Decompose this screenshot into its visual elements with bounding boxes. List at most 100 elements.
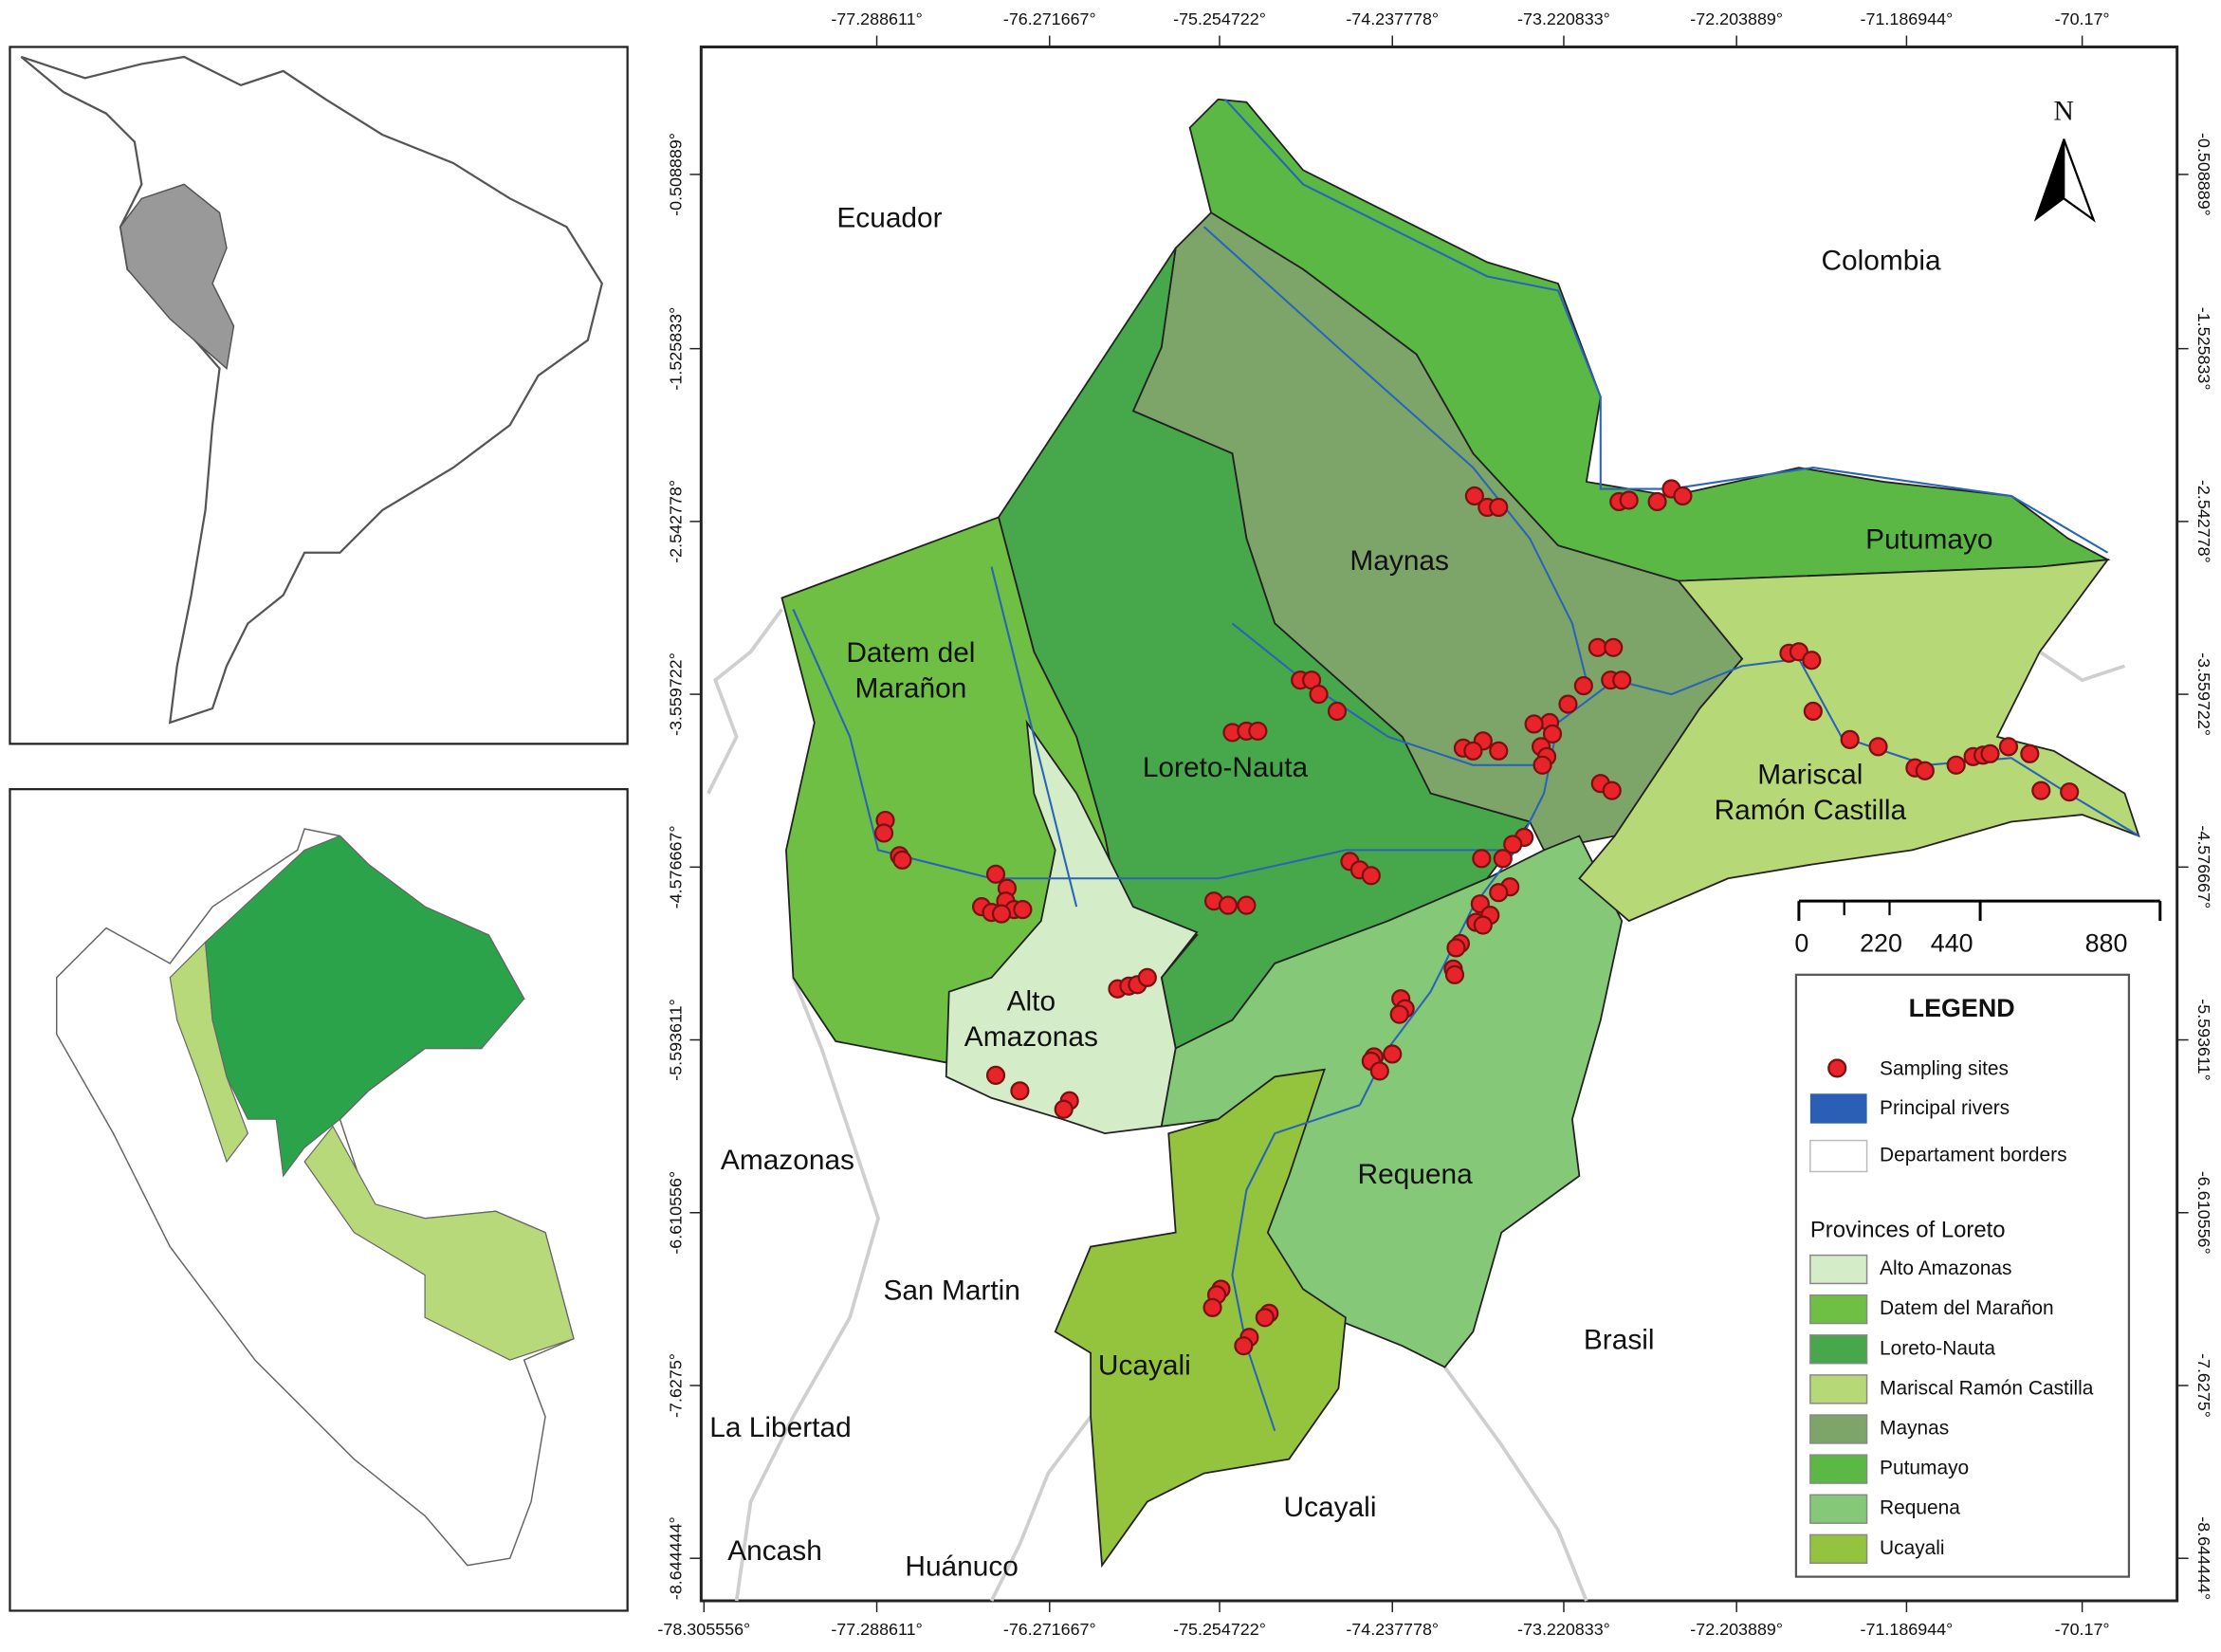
legend-province: Alto Amazonas [1880, 1257, 2011, 1279]
sampling-site [1503, 835, 1523, 854]
latitude-label: -4.576667° [2194, 825, 2213, 909]
latitude-label: -8.644444° [2194, 1516, 2213, 1600]
sampling-site [1489, 497, 1509, 518]
sampling-site [1803, 701, 1823, 722]
latitude-label: -2.542778° [667, 480, 686, 563]
peru-highlight [119, 183, 235, 371]
sampling-site [1802, 651, 1822, 670]
sampling-site [1980, 743, 2000, 763]
sampling-site [1946, 755, 1966, 775]
sampling-site [1588, 637, 1607, 657]
legend-provinces-title: Provinces of Loreto [1810, 1217, 2006, 1242]
region-label: Colombia [1821, 245, 1941, 276]
province-label: Alto [1007, 986, 1055, 1018]
sampling-site [985, 1065, 1006, 1085]
legend-province: Requena [1880, 1497, 1960, 1519]
scale-label: 0 [1794, 929, 1808, 958]
sampling-site [1464, 486, 1484, 506]
legend-province: Putumayo [1880, 1458, 1969, 1479]
sampling-site [1612, 670, 1632, 690]
sampling-site [1602, 780, 1622, 800]
province-label: Ramón Castilla [1715, 795, 1907, 826]
longitude-label: -77.288611° [831, 1620, 922, 1639]
sampling-site [1054, 1099, 1074, 1119]
river [1231, 1104, 1361, 1432]
department-border [989, 1415, 1092, 1602]
sampling-site [1309, 685, 1329, 705]
sampling-site [1558, 694, 1578, 714]
province-label: Requena [1358, 1159, 1474, 1190]
sampling-site [1619, 490, 1639, 510]
scale-label: 880 [2085, 929, 2128, 958]
department-border [1442, 1366, 1588, 1602]
latitude-label: -0.508889° [2194, 133, 2213, 216]
region-label: La Libertad [709, 1412, 851, 1443]
sampling-site [2031, 780, 2051, 800]
latitude-label: -2.542778° [2194, 480, 2213, 563]
province-label: Putumayo [1865, 524, 1992, 556]
sampling-site [1389, 1004, 1409, 1024]
river [792, 609, 1516, 880]
legend-province: Mariscal Ramón Castilla [1880, 1377, 2094, 1399]
legend-province-swatch [1809, 1414, 1868, 1444]
latitude-label: -7.6275° [667, 1353, 686, 1418]
legend-province-swatch [1809, 1454, 1868, 1484]
region-label: Ucayali [1284, 1492, 1377, 1523]
peru-loreto [204, 835, 525, 1178]
latitude-label: -4.576667° [667, 825, 686, 909]
north-arrow [2063, 138, 2096, 223]
longitude-label: -78.305556° [657, 1620, 750, 1639]
province-label: Marañon [854, 673, 966, 705]
sampling-site [1446, 938, 1466, 958]
longitude-label: -77.288611° [831, 9, 922, 28]
sampling-site [1463, 741, 1483, 761]
sampling-sites [873, 479, 2080, 1356]
sampling-site [1604, 637, 1624, 657]
sampling-site [1013, 900, 1033, 920]
legend-site-symbol [1827, 1058, 1847, 1078]
legend-province: Ucayali [1880, 1537, 1945, 1559]
province-label: Amazonas [964, 1021, 1098, 1053]
legend-province-swatch [1809, 1494, 1868, 1524]
sampling-site [1383, 1044, 1403, 1064]
sampling-site [1489, 883, 1509, 903]
legend-province-swatch [1809, 1374, 1868, 1404]
legend-province-swatch [1809, 1334, 1868, 1365]
region-label: San Martin [884, 1275, 1020, 1306]
sampling-site [1255, 1308, 1275, 1328]
latitude-label: -3.559722° [667, 652, 686, 736]
sampling-site [1533, 755, 1552, 775]
latitude-label: -0.508889° [667, 133, 686, 216]
sampling-site [1202, 1297, 1222, 1317]
sampling-site [2060, 782, 2080, 802]
sampling-site [1472, 849, 1492, 869]
province-label: Maynas [1349, 545, 1449, 577]
scale-bar [1797, 899, 2162, 922]
sampling-site [1361, 866, 1381, 886]
longitude-label: -71.186944° [1861, 9, 1954, 28]
region-label: Ecuador [836, 203, 942, 234]
province-ucayali [1054, 1068, 1347, 1569]
north-label: N [2053, 96, 2074, 127]
legend-province: Datem del Marañon [1880, 1297, 2054, 1319]
province-alto-amazonas [945, 719, 1199, 1135]
province-label: Loreto-Nauta [1143, 752, 1309, 783]
longitude-label: -72.203889° [1690, 1620, 1783, 1639]
longitude-label: -73.220833° [1517, 1620, 1610, 1639]
sampling-site [1573, 676, 1593, 696]
sampling-site [991, 904, 1012, 924]
longitude-label: -70.17° [2055, 9, 2110, 28]
longitude-label: -74.237778° [1346, 1620, 1439, 1639]
sampling-site [1444, 964, 1465, 984]
legend-province-swatch [1809, 1294, 1868, 1325]
sampling-site [985, 864, 1006, 884]
longitude-label: -75.254722° [1173, 1620, 1266, 1639]
sampling-site [1137, 967, 1157, 987]
sampling-site [1868, 737, 1888, 757]
longitude-label: -74.237778° [1346, 9, 1439, 28]
latitude-label: -8.644444° [667, 1516, 686, 1600]
legend-province: Maynas [1880, 1418, 1949, 1440]
longitude-label: -75.254722° [1173, 9, 1266, 28]
